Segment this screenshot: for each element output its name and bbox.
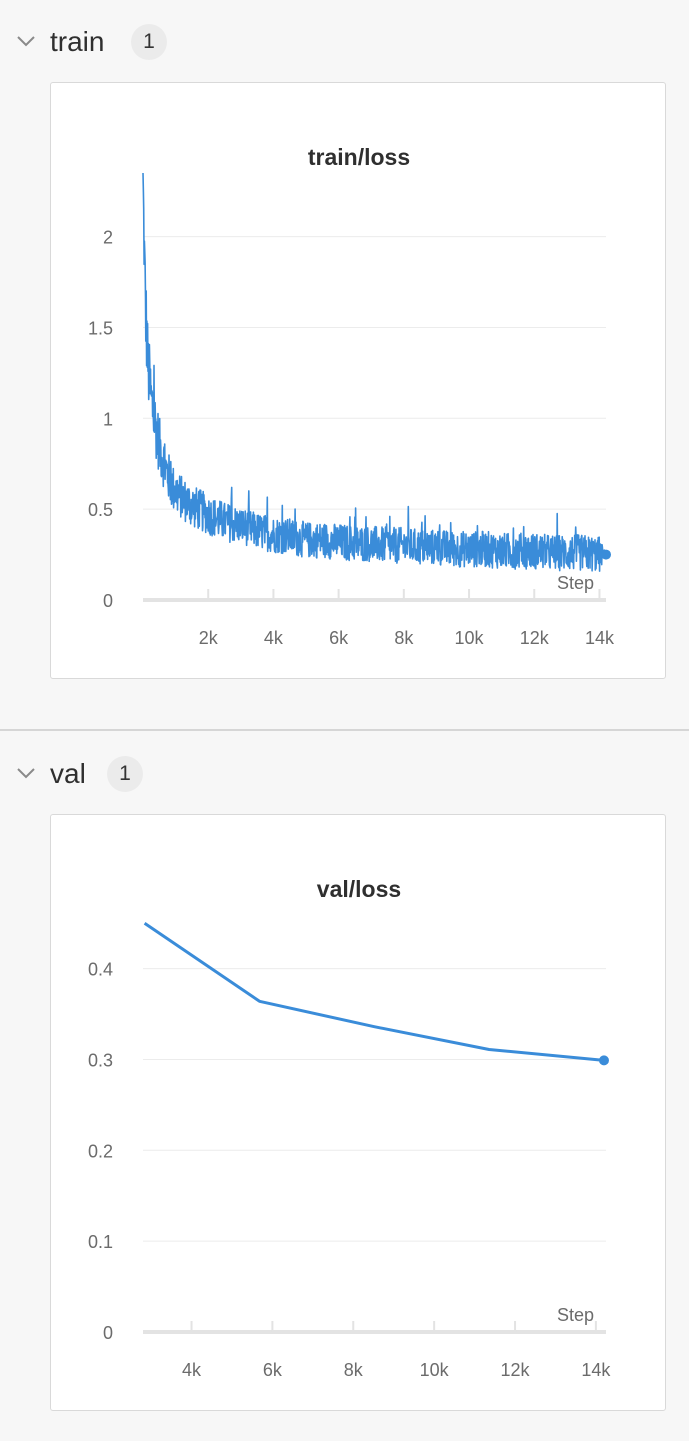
x-tick-label: 4k — [182, 1360, 202, 1380]
train-section: train 1 train/loss 0 0.5 1 1.5 2 2k 4k 6k 8k 10k 12… — [0, 0, 689, 679]
x-tick-label: 8k — [344, 1360, 364, 1380]
y-tick-label: 1 — [103, 409, 113, 429]
chart-title: train/loss — [308, 144, 410, 170]
x-tick-label: 10k — [455, 628, 485, 648]
y-tick-label: 2 — [103, 228, 113, 248]
x-tick-label: 8k — [394, 628, 414, 648]
series-end-point — [601, 549, 611, 560]
y-tick-label: 0.3 — [88, 1050, 113, 1070]
val-loss-chart: val/loss 0 0.1 0.2 0.3 0.4 4k 6k 8k 10k 12k 14k Step — [88, 876, 611, 1380]
section-divider — [0, 729, 689, 731]
section-title: val — [50, 758, 86, 789]
x-tick-label: 14k — [585, 628, 615, 648]
train-loss-chart: train/loss 0 0.5 1 1.5 2 2k 4k 6k 8k 10k 12k 14k Step — [88, 144, 615, 648]
series-line — [142, 172, 607, 572]
x-tick-label: 10k — [420, 1360, 450, 1380]
section-title: train — [50, 26, 105, 57]
x-tick-label: 6k — [263, 1360, 283, 1380]
chevron-down-icon[interactable] — [16, 766, 36, 780]
val-section: val 1 val/loss 0 0.1 0.2 0.3 0.4 4k 6k 8k 10k 12k 1… — [0, 732, 689, 1411]
x-tick-label: 12k — [520, 628, 550, 648]
y-tick-label: 0.1 — [88, 1232, 113, 1252]
count-badge: 1 — [107, 756, 143, 792]
chart-title: val/loss — [317, 876, 401, 902]
y-tick-label: 0.4 — [88, 960, 113, 980]
series-end-point — [598, 1055, 609, 1066]
series-line — [143, 921, 605, 1062]
x-tick-label: 12k — [501, 1360, 531, 1380]
chevron-down-icon[interactable] — [16, 34, 36, 48]
train-section-header[interactable]: train 1 — [0, 0, 689, 82]
x-tick-label: 14k — [581, 1360, 611, 1380]
count-badge: 1 — [131, 24, 167, 60]
x-tick-label: 6k — [329, 628, 349, 648]
y-tick-label: 0.5 — [88, 500, 113, 520]
x-axis-title: Step — [557, 1305, 594, 1325]
y-tick-label: 0 — [103, 591, 113, 611]
y-tick-label: 0 — [103, 1323, 113, 1343]
train-loss-panel[interactable]: train/loss 0 0.5 1 1.5 2 2k 4k 6k 8k 10k 12k 14k Step — [50, 82, 666, 679]
y-tick-label: 1.5 — [88, 318, 113, 338]
x-tick-label: 2k — [199, 628, 219, 648]
val-loss-panel[interactable]: val/loss 0 0.1 0.2 0.3 0.4 4k 6k 8k 10k 12k 14k Step — [50, 814, 666, 1411]
val-section-header[interactable]: val 1 — [0, 732, 689, 814]
x-axis-title: Step — [557, 573, 594, 593]
y-tick-label: 0.2 — [88, 1141, 113, 1161]
x-tick-label: 4k — [264, 628, 284, 648]
